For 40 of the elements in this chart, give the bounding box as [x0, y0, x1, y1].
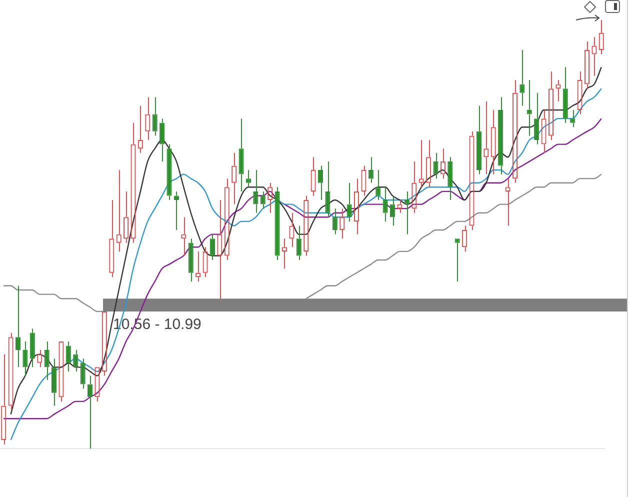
candlestick	[562, 66, 568, 124]
candlestick	[376, 170, 381, 201]
candlestick	[382, 186, 388, 222]
candlestick	[332, 208, 338, 235]
candlestick	[368, 156, 374, 184]
candlestick	[325, 160, 330, 218]
candlestick	[260, 190, 266, 210]
candlestick	[15, 285, 21, 368]
candlestick	[152, 96, 158, 136]
candlestick	[51, 358, 57, 406]
candlestick	[22, 340, 28, 376]
candlestick	[433, 152, 438, 180]
candlestick	[73, 350, 78, 372]
candlestick	[534, 92, 540, 145]
candlestick	[274, 186, 280, 261]
candlestick	[476, 105, 482, 175]
candlestick	[454, 238, 460, 282]
candlestick	[166, 144, 172, 201]
candlestick	[246, 170, 252, 188]
candlestick	[520, 50, 525, 106]
candlestick	[526, 80, 532, 136]
candlestick	[210, 234, 215, 261]
candlestick	[88, 375, 93, 450]
candlestick	[390, 195, 396, 226]
candlestick	[238, 118, 244, 192]
candlestick	[174, 190, 179, 231]
candlestick	[160, 118, 165, 162]
candlestick	[318, 165, 324, 201]
candlestick	[498, 96, 504, 175]
candlestick	[570, 110, 576, 128]
candlestick	[404, 190, 410, 235]
candlestick	[66, 340, 71, 372]
candlestick	[188, 238, 194, 282]
candlestick	[296, 225, 302, 261]
candlestick	[448, 156, 453, 201]
candlestick	[80, 358, 86, 390]
candlestick	[44, 340, 50, 381]
candlestick	[346, 182, 352, 222]
candlestick	[253, 170, 258, 214]
candlestick	[30, 328, 35, 368]
